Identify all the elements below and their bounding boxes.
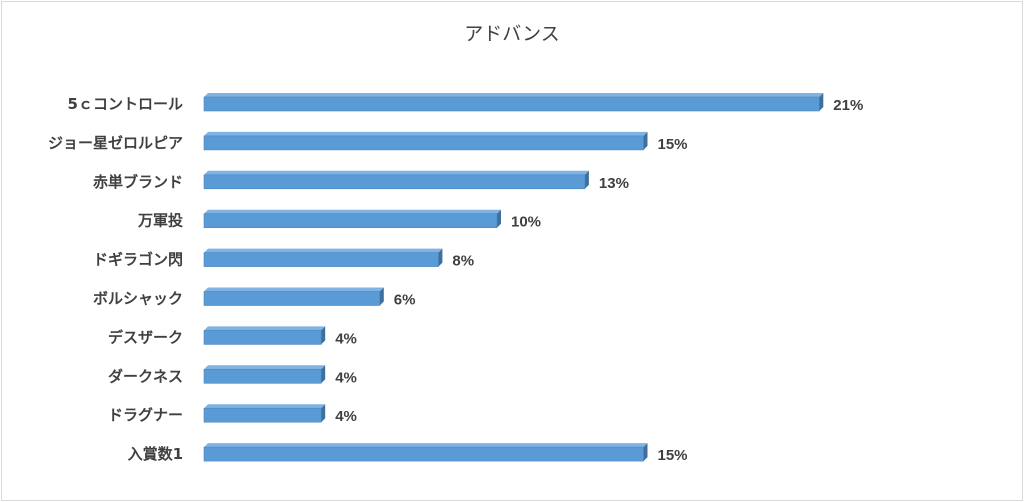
bar-top-face: [204, 287, 384, 292]
data-label: 4%: [335, 408, 357, 425]
data-label: 13%: [599, 175, 629, 192]
data-label: 21%: [833, 97, 863, 114]
bar-top-face: [204, 443, 648, 448]
bar: [203, 407, 322, 423]
category-label: ジョー星ゼロルピア: [48, 134, 183, 152]
bar-top-face: [204, 248, 443, 253]
bar: [203, 213, 498, 228]
data-label: 4%: [335, 330, 357, 347]
bar-top-face: [204, 131, 648, 136]
data-label: 4%: [335, 369, 357, 386]
data-label: 15%: [658, 136, 688, 153]
bars-layer: [203, 93, 824, 462]
bar: [203, 368, 322, 384]
category-label: ドラグナー: [108, 406, 183, 424]
bar-side-face: [643, 443, 648, 462]
bar: [203, 252, 439, 267]
bar-side-face: [321, 365, 326, 384]
data-label: 6%: [394, 292, 416, 309]
bar: [203, 96, 820, 112]
category-label: 入賞数1: [128, 445, 183, 463]
bar: [203, 291, 381, 306]
category-label: デスザーク: [108, 328, 183, 346]
bar-top-face: [204, 93, 824, 97]
bar-side-face: [438, 248, 443, 267]
bar-top-face: [204, 326, 326, 331]
bar: [203, 330, 322, 345]
category-label: 5ｃコントロール: [68, 95, 183, 113]
data-label: 15%: [658, 447, 688, 464]
bar: [203, 446, 644, 462]
bar-top-face: [204, 365, 326, 370]
bar-side-face: [321, 404, 326, 423]
category-label: 赤単ブランド: [93, 173, 183, 191]
bar-side-face: [321, 326, 326, 345]
category-label: ダークネス: [108, 367, 183, 385]
data-label: 10%: [511, 214, 541, 231]
bar-side-face: [584, 170, 589, 189]
category-label: ドギラゴン閃: [93, 251, 183, 269]
chart-title: アドバンス: [464, 23, 560, 45]
data-label: 8%: [452, 253, 474, 270]
category-label: 万軍投: [137, 212, 183, 230]
bar-side-face: [379, 287, 384, 306]
bar-top-face: [204, 209, 501, 214]
bar-top-face: [204, 170, 589, 175]
bar-top-face: [204, 404, 326, 409]
bar: [203, 135, 644, 151]
bar-side-face: [497, 209, 501, 228]
category-label: ボルシャック: [93, 290, 183, 308]
bar: [203, 174, 586, 190]
bar-side-face: [643, 131, 648, 150]
labels-layer: 5ｃコントロール 21% ジョー星ゼロルピア 15% 赤単ブランド 13% 万軍投 10% ドギ…: [48, 95, 863, 464]
bar-side-face: [819, 93, 824, 111]
